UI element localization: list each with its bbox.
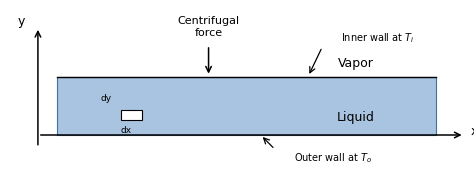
- Text: Inner wall at $T_i$: Inner wall at $T_i$: [341, 31, 415, 45]
- Text: dy: dy: [100, 94, 111, 103]
- Text: y: y: [18, 15, 25, 28]
- Text: dx: dx: [120, 126, 131, 135]
- Bar: [57, 77, 436, 135]
- Bar: [121, 110, 142, 120]
- Text: Vapor: Vapor: [337, 57, 374, 69]
- Text: x: x: [470, 125, 474, 138]
- Text: Outer wall at $T_o$: Outer wall at $T_o$: [294, 152, 372, 165]
- Text: Centrifugal
force: Centrifugal force: [177, 16, 240, 38]
- Text: Liquid: Liquid: [337, 111, 374, 123]
